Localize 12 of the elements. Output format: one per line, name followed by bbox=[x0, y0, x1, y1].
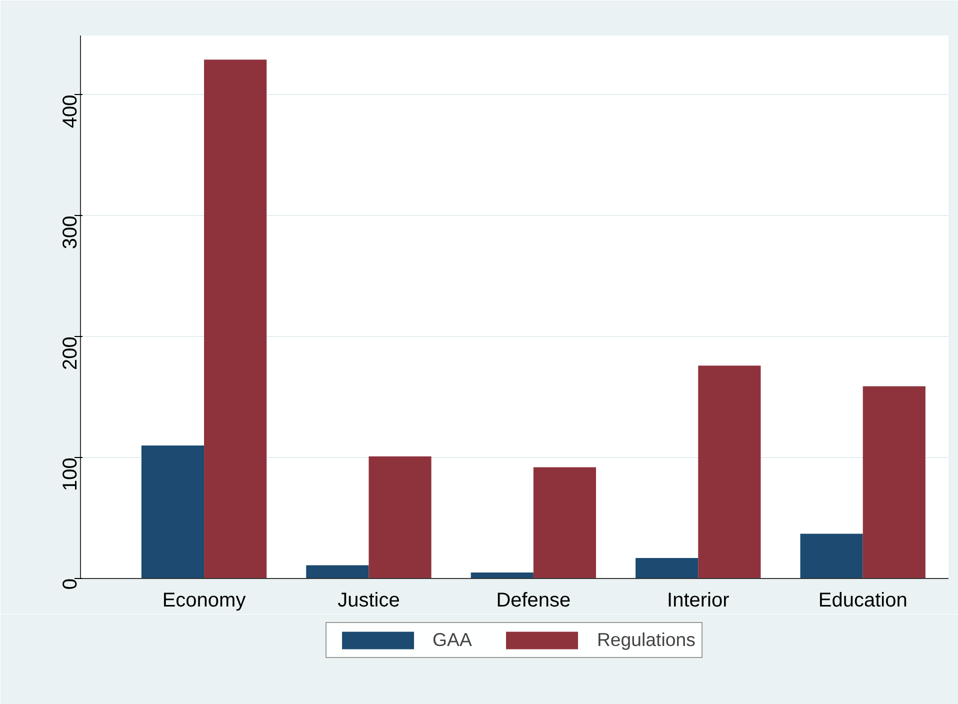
x-tick-label: Justice bbox=[338, 590, 400, 612]
y-tick-label: 0 bbox=[60, 578, 82, 590]
legend-label: Regulations bbox=[596, 629, 696, 651]
y-tick-label: 200 bbox=[60, 336, 82, 370]
x-tick-label: Defense bbox=[496, 590, 571, 612]
y-tick-label: 300 bbox=[60, 216, 82, 250]
x-tick-label: Economy bbox=[162, 590, 246, 612]
x-tick-label: Education bbox=[818, 590, 908, 612]
y-tick-label: 400 bbox=[60, 94, 82, 128]
y-tick-label: 100 bbox=[60, 458, 82, 491]
x-tick-label: Interior bbox=[667, 590, 730, 612]
legend-label: GAA bbox=[432, 629, 472, 651]
